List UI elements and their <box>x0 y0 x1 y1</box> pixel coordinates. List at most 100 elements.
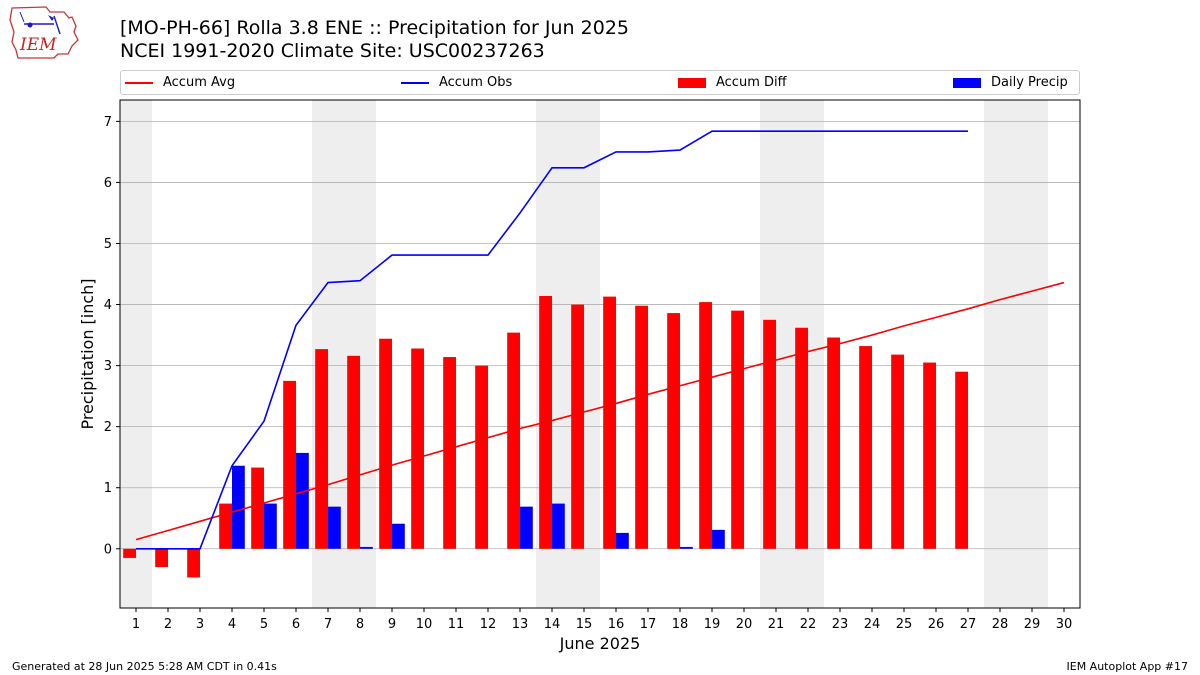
y-tick-label: 5 <box>104 237 112 252</box>
y-tick-label: 4 <box>104 298 112 313</box>
legend-item-accum-obs: Accum Obs <box>401 74 512 91</box>
logo-text: IEM <box>19 35 57 55</box>
accum-diff-bar <box>635 305 648 549</box>
daily-precip-bar <box>296 452 309 549</box>
daily-precip-bar <box>360 546 373 549</box>
x-tick-label: 20 <box>736 617 753 632</box>
legend-swatch <box>125 81 153 84</box>
x-tick-label: 27 <box>960 617 977 632</box>
weekend-shade <box>120 100 152 608</box>
x-tick-label: 8 <box>356 617 364 632</box>
x-tick-label: 19 <box>704 617 721 632</box>
accum-diff-bar <box>347 355 360 549</box>
x-tick-label: 18 <box>672 617 689 632</box>
x-tick-label: 10 <box>416 617 433 632</box>
x-tick-label: 3 <box>196 617 204 632</box>
generated-timestamp: Generated at 28 Jun 2025 5:28 AM CDT in … <box>12 660 277 673</box>
accum-diff-bar <box>859 346 872 549</box>
x-tick-label: 21 <box>768 617 785 632</box>
plot-frame <box>119 99 1081 609</box>
app-credit: IEM Autoplot App #17 <box>1066 660 1189 673</box>
x-tick-label: 17 <box>640 617 657 632</box>
x-tick-label: 15 <box>576 617 593 632</box>
y-tick-label: 7 <box>104 115 112 130</box>
accum-diff-bar <box>699 302 712 549</box>
accum-diff-bar <box>827 337 840 549</box>
accum-diff-bar <box>475 365 488 549</box>
x-tick-label: 22 <box>800 617 817 632</box>
accum-diff-bar <box>379 338 392 549</box>
x-tick-label: 7 <box>324 617 332 632</box>
iem-logo: IEM <box>9 6 79 59</box>
legend-item-daily-precip: Daily Precip <box>953 74 1068 91</box>
daily-precip-bar <box>552 503 565 549</box>
daily-precip-bar <box>520 506 533 549</box>
accum-diff-bar <box>955 371 968 549</box>
accum-diff-bar <box>411 348 424 549</box>
legend-item-accum-avg: Accum Avg <box>125 74 235 91</box>
y-tick-label: 6 <box>104 176 112 191</box>
accum-diff-bar <box>219 503 232 549</box>
legend-swatch <box>678 77 706 88</box>
x-tick-label: 9 <box>388 617 396 632</box>
accum-diff-bar <box>123 548 136 558</box>
accum-avg-line <box>135 281 1065 541</box>
y-tick-label: 3 <box>104 359 112 374</box>
x-tick-label: 1 <box>132 617 140 632</box>
daily-precip-bar <box>616 532 629 549</box>
chart-title: [MO-PH-66] Rolla 3.8 ENE :: Precipitatio… <box>120 17 629 39</box>
x-tick-label: 28 <box>992 617 1009 632</box>
y-axis-label: Precipitation [inch] <box>78 278 97 429</box>
accum-diff-bar <box>443 357 456 549</box>
daily-precip-bar <box>680 546 693 549</box>
chart-subtitle: NCEI 1991-2020 Climate Site: USC00237263 <box>120 40 545 62</box>
legend-label: Accum Obs <box>439 75 513 90</box>
legend-item-accum-diff: Accum Diff <box>678 74 787 91</box>
x-tick-label: 25 <box>896 617 913 632</box>
accum-diff-bar <box>251 467 264 549</box>
accum-diff-bar <box>603 296 616 549</box>
y-tick-label: 1 <box>104 481 112 496</box>
x-axis-label: June 2025 <box>559 634 641 653</box>
accum-diff-bar <box>923 362 936 549</box>
accum-diff-bar <box>667 313 680 549</box>
weekend-shade <box>984 100 1048 608</box>
legend-label: Accum Diff <box>716 75 787 90</box>
x-tick-label: 6 <box>292 617 300 632</box>
legend-label: Accum Avg <box>163 75 236 90</box>
y-tick-label: 0 <box>104 542 112 557</box>
x-tick-label: 30 <box>1056 617 1073 632</box>
accum-diff-bar <box>763 319 776 549</box>
legend-swatch <box>401 81 429 84</box>
x-tick-label: 24 <box>864 617 881 632</box>
x-tick-label: 11 <box>448 617 465 632</box>
accum-diff-bar <box>795 327 808 549</box>
accum-diff-bar <box>315 349 328 549</box>
y-tick-label: 2 <box>104 420 112 435</box>
legend-swatch <box>953 77 981 88</box>
x-tick-label: 13 <box>512 617 529 632</box>
daily-precip-bar <box>232 465 245 549</box>
x-tick-label: 2 <box>164 617 172 632</box>
x-tick-label: 26 <box>928 617 945 632</box>
accum-diff-bar <box>891 354 904 549</box>
x-tick-label: 5 <box>260 617 268 632</box>
accum-diff-bar <box>283 380 296 549</box>
accum-diff-bar <box>731 310 744 549</box>
legend: Accum Avg Accum Obs Accum Diff Daily Pre… <box>120 70 1080 95</box>
x-tick-label: 14 <box>544 617 561 632</box>
daily-precip-bar <box>392 523 405 549</box>
legend-label: Daily Precip <box>991 75 1068 90</box>
accum-diff-bar <box>155 548 168 568</box>
x-tick-label: 16 <box>608 617 625 632</box>
accum-diff-bar <box>571 304 584 549</box>
x-tick-label: 12 <box>480 617 497 632</box>
accum-diff-bar <box>507 332 520 549</box>
daily-precip-bar <box>264 503 277 549</box>
x-tick-label: 29 <box>1024 617 1041 632</box>
accum-obs-line <box>136 130 968 550</box>
x-tick-label: 23 <box>832 617 849 632</box>
daily-precip-bar <box>328 506 341 549</box>
x-tick-label: 4 <box>228 617 236 632</box>
